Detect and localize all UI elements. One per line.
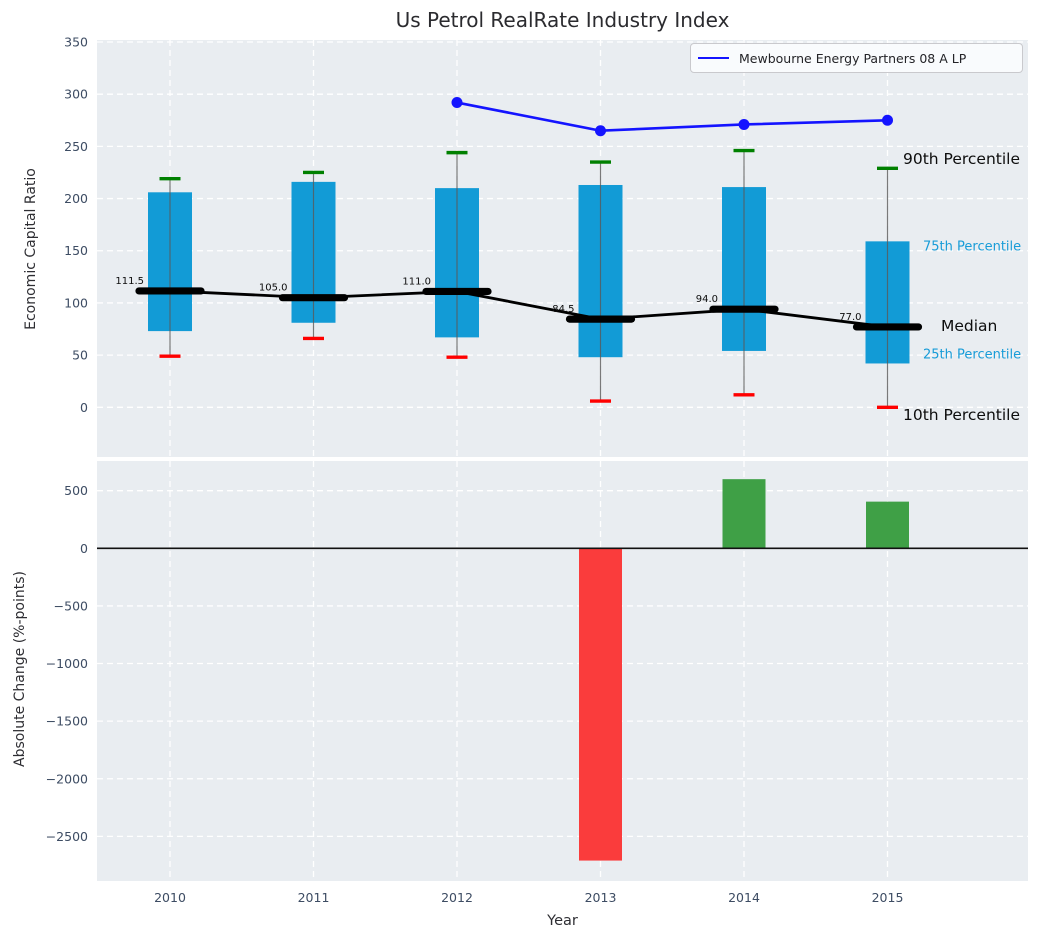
x-tick-label: 2010	[154, 890, 186, 905]
annotation-90th-percentile: 90th Percentile	[903, 150, 1021, 168]
bottom-y-tick-label: −1000	[46, 656, 88, 671]
median-value-label: 111.0	[402, 276, 431, 287]
annotation-25th-percentile: 25th Percentile	[923, 347, 1022, 363]
annotation-10th-percentile: 10th Percentile	[903, 406, 1021, 424]
top-y-tick-label: 250	[64, 139, 88, 154]
chart-title: Us Petrol RealRate Industry Index	[395, 8, 730, 32]
company-marker-2012	[451, 97, 463, 109]
top-y-tick-label: 150	[64, 243, 88, 258]
top-y-tick-label: 200	[64, 191, 88, 206]
bottom-y-axis-label: Absolute Change (%-points)	[12, 571, 28, 767]
top-y-tick-label: 0	[80, 400, 88, 415]
x-tick-label: 2012	[441, 890, 473, 905]
bottom-y-tick-label: 0	[80, 541, 88, 556]
bottom-y-tick-label: 500	[64, 483, 88, 498]
top-y-tick-label: 300	[64, 87, 88, 102]
x-tick-label: 2011	[298, 890, 330, 905]
change-bar-2013	[579, 548, 622, 861]
change-bar-2014	[722, 479, 766, 549]
bottom-y-tick-label: −2000	[46, 771, 88, 786]
legend-series-label: Mewbourne Energy Partners 08 A LP	[739, 50, 967, 66]
top-y-tick-label: 350	[64, 35, 88, 50]
bottom-y-tick-label: −500	[54, 598, 88, 613]
x-tick-label: 2015	[872, 890, 904, 905]
x-tick-label: 2013	[585, 890, 617, 905]
bottom-y-tick-label: −1500	[46, 714, 88, 729]
company-marker-2014	[738, 118, 750, 130]
median-value-label: 84.5	[552, 304, 574, 315]
median-value-label: 105.0	[259, 283, 288, 294]
annotation-median: Median	[941, 317, 998, 335]
x-tick-label: 2014	[728, 890, 760, 905]
x-axis-label: Year	[547, 913, 578, 929]
bottom-y-tick-label: −2500	[46, 829, 88, 844]
company-marker-2013	[595, 125, 606, 137]
annotation-75th-percentile: 75th Percentile	[923, 239, 1022, 255]
legend-line-sample	[698, 57, 729, 59]
top-y-tick-label: 50	[72, 348, 88, 363]
company-series-line	[456, 101, 888, 133]
change-bar-2015	[866, 501, 909, 549]
company-marker-2015	[882, 114, 893, 126]
median-value-label: 77.0	[839, 312, 861, 323]
median-value-label: 94.0	[696, 294, 718, 305]
top-y-axis-label: Economic Capital Ratio	[23, 168, 39, 330]
median-value-label: 111.5	[115, 276, 144, 287]
legend: Mewbourne Energy Partners 08 A LP	[690, 43, 1023, 73]
top-y-tick-label: 100	[64, 295, 88, 310]
